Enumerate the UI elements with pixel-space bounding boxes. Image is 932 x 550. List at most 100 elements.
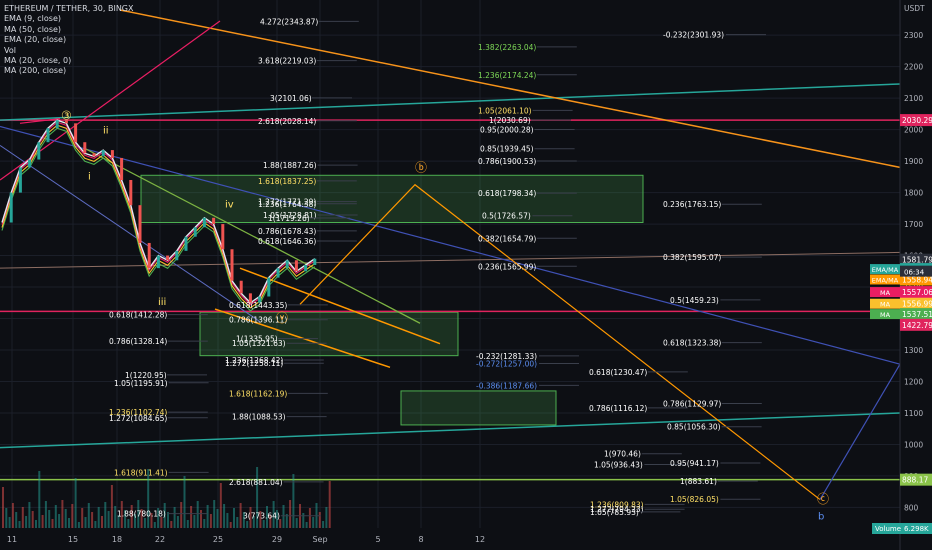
volume-bar xyxy=(229,522,232,528)
price-candle xyxy=(55,120,59,129)
volume-bar xyxy=(285,514,288,528)
fib-level-label: 1.05(1321.63) xyxy=(232,339,286,348)
fib-level-label: 1.272(1771.29) xyxy=(258,198,316,207)
fib-level-label: 0.95(941.17) xyxy=(670,459,719,468)
volume-bar xyxy=(289,500,292,528)
fib-level-label: 0.618(1798.34) xyxy=(478,189,536,198)
fib-level-label: 0.618(1646.36) xyxy=(258,237,316,246)
volume-bar xyxy=(130,505,133,528)
volume-bar xyxy=(134,514,136,528)
volume-badge xyxy=(872,523,932,534)
channel-bottom-line[interactable] xyxy=(0,412,901,449)
volume-bar xyxy=(282,505,285,528)
fib-level-label: 0.5(1726.57) xyxy=(482,212,531,221)
y-axis-tick-label: 1300 xyxy=(904,346,923,355)
price-candle xyxy=(110,150,114,158)
volume-bar xyxy=(292,474,295,528)
volume-bar xyxy=(160,517,163,528)
volume-bar xyxy=(183,476,186,528)
indicator-tag xyxy=(870,274,900,285)
channel-top-line[interactable] xyxy=(0,83,901,121)
indicator-volume[interactable]: Vol xyxy=(4,45,16,55)
price-axis-label: 1557.06 xyxy=(902,288,932,297)
blue-trendline-2[interactable] xyxy=(0,144,261,323)
fib-level-label: 1.05(785.93) xyxy=(590,508,639,517)
fib-level-label: 0.236(1565.99) xyxy=(478,262,536,271)
y-axis-tick-label: 2300 xyxy=(904,31,923,40)
fib-level-label: 0.786(1396.11) xyxy=(229,316,287,325)
blue-trendline[interactable] xyxy=(0,125,901,365)
fib-level-label: 2.618(2028.14) xyxy=(258,117,316,126)
volume-bar xyxy=(170,521,173,528)
indicator-ma50[interactable]: MA (50, close) xyxy=(4,24,62,34)
volume-bar xyxy=(275,510,278,528)
volume-bar xyxy=(167,512,169,528)
green-trendline[interactable] xyxy=(84,147,421,324)
volume-bar xyxy=(8,517,11,528)
volume-bar xyxy=(236,517,239,528)
orange-trendline-long[interactable] xyxy=(119,9,901,169)
y-axis-tick-label: 1200 xyxy=(904,377,923,386)
fib-level-label: 0.618(1443.35) xyxy=(229,301,287,310)
volume-bar xyxy=(87,503,90,528)
fib-level-label: 1(2030.69) xyxy=(489,116,531,125)
pink-channel-lower[interactable] xyxy=(19,118,61,124)
x-axis-tick-label: 11 xyxy=(7,535,17,544)
price-axis-label: 1537.51 xyxy=(902,310,932,319)
volume-bar xyxy=(150,513,153,528)
volume-bar xyxy=(200,510,202,528)
volume-bar xyxy=(322,521,325,528)
indicator-ma20[interactable]: MA (20, close, 0) xyxy=(4,56,72,66)
volume-bar xyxy=(74,478,77,528)
indicator-ema9[interactable]: EMA (9, close) xyxy=(4,14,61,24)
fib-level-label: 4.272(2343.87) xyxy=(260,17,318,26)
volume-bar xyxy=(117,515,120,528)
volume-bar xyxy=(38,471,41,528)
price-candle xyxy=(267,277,271,297)
price-candle xyxy=(101,150,105,157)
indicator-ema20[interactable]: EMA (20, close) xyxy=(4,35,67,45)
volume-bar xyxy=(51,519,54,528)
volume-bar xyxy=(81,508,84,528)
price-candle xyxy=(230,249,234,281)
blue-projection-path[interactable] xyxy=(819,363,901,500)
indicator-tag xyxy=(870,298,900,309)
y-axis-tick-label: 1000 xyxy=(904,440,923,449)
volume-bar xyxy=(147,469,150,528)
indicator-tag xyxy=(870,287,900,298)
countdown-badge xyxy=(900,265,932,277)
fib-level-label: 0.786(1678.43) xyxy=(258,227,316,236)
price-axis-label: 888.17 xyxy=(902,476,928,485)
fib-level-label: 0.618(1230.47) xyxy=(589,368,647,377)
volume-bar xyxy=(180,502,183,528)
elliott-wave-label: ⓒ xyxy=(817,492,829,506)
indicator-tag xyxy=(870,309,900,320)
countdown-label: 06:34 xyxy=(904,269,925,277)
target-zone-box[interactable] xyxy=(400,390,557,426)
fib-level-label: 1(1719.26) xyxy=(268,214,310,223)
elliott-wave-label: iv xyxy=(225,200,234,211)
elliott-wave-label: i xyxy=(88,171,91,182)
target-zone-box[interactable] xyxy=(140,174,644,223)
fib-level-label: 0.85(1939.45) xyxy=(480,145,534,154)
price-candle xyxy=(221,224,225,250)
fib-level-label: 3.618(2219.03) xyxy=(258,57,316,66)
volume-bar xyxy=(193,515,196,528)
indicator-tag xyxy=(870,264,900,275)
volume-bar xyxy=(308,508,311,528)
elliott-projection-path[interactable] xyxy=(299,183,821,501)
indicator-ma200[interactable]: MA (200, close) xyxy=(4,66,67,76)
volume-bar xyxy=(18,521,21,528)
price-axis-badge xyxy=(900,308,932,321)
volume-bar xyxy=(44,501,47,528)
volume-bar xyxy=(213,500,216,528)
price-candle xyxy=(18,167,22,193)
price-candle xyxy=(285,260,289,269)
price-candle xyxy=(166,255,170,261)
volume-bar xyxy=(5,508,8,528)
price-candle xyxy=(184,236,188,251)
volume-bar xyxy=(91,512,94,528)
